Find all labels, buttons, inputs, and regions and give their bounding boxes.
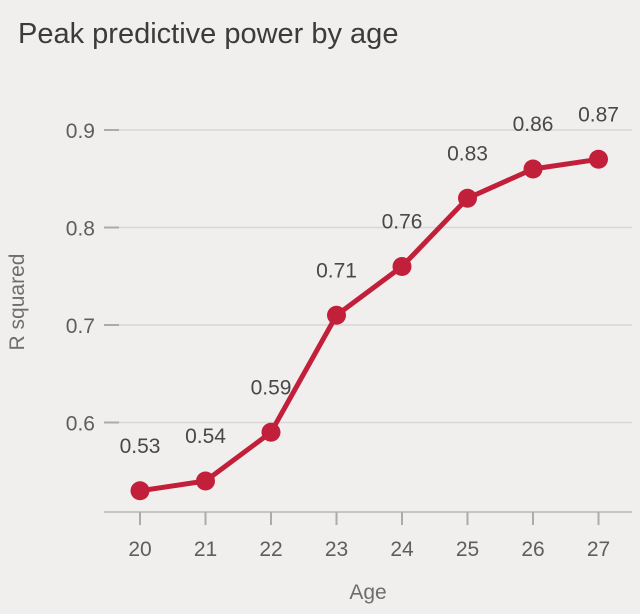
point-value-label: 0.71: [316, 259, 357, 282]
x-tick-label: 23: [325, 538, 348, 561]
data-series: [130, 149, 608, 501]
data-point: [130, 481, 150, 501]
data-point: [261, 422, 281, 442]
x-tick-label: 26: [521, 538, 544, 561]
y-axis-title: R squared: [6, 254, 29, 351]
data-point: [327, 305, 346, 325]
point-value-label: 0.83: [447, 142, 488, 165]
data-point: [589, 149, 608, 169]
y-tick-label: 0.6: [66, 413, 95, 436]
x-tick-label: 27: [587, 538, 610, 561]
series-line: [137, 156, 601, 494]
y-tick-label: 0.8: [66, 218, 95, 241]
y-tick-label: 0.9: [66, 120, 95, 143]
data-point: [392, 257, 412, 276]
data-point: [196, 471, 215, 491]
point-value-label: 0.76: [382, 211, 423, 234]
x-tick-label: 21: [194, 538, 217, 561]
chart-title: Peak predictive power by age: [18, 18, 398, 50]
data-point: [523, 159, 543, 179]
y-tick-label: 0.7: [66, 315, 95, 338]
data-labels: 0.53 0.54 0.59 0.71 0.76 0.83 0.86 0.87: [120, 103, 619, 458]
point-value-label: 0.53: [120, 435, 161, 458]
point-value-label: 0.86: [513, 113, 554, 136]
point-value-label: 0.59: [251, 376, 292, 399]
x-axis-title: Age: [349, 581, 386, 604]
x-tick-label: 24: [390, 538, 414, 561]
gridlines: [104, 129, 632, 424]
axes: 0.6 0.7 0.8 0.9 20 21 22 23 24 25 26 27: [66, 120, 632, 561]
x-tick-label: 22: [259, 538, 282, 561]
x-tick-label: 20: [128, 538, 151, 561]
point-value-label: 0.87: [578, 103, 619, 126]
data-point: [458, 188, 477, 208]
point-value-label: 0.54: [185, 425, 226, 448]
x-tick-label: 25: [456, 538, 479, 561]
